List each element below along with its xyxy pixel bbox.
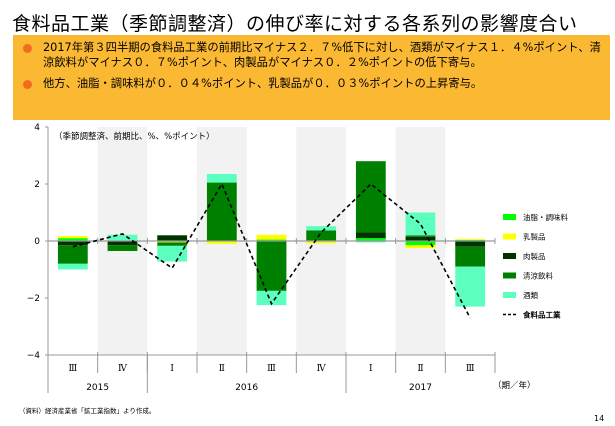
bar-segment [107,241,138,246]
legend-label: 食料品工業 [523,310,561,320]
bar-segment [455,266,486,307]
summary-bullet: 2017年第３四半期の食料品工業の前期比マイナス２．７%低下に対し、酒類がマイナ… [21,41,602,70]
bar-segment [256,241,287,291]
bar-segment [206,241,237,244]
bar-segment [256,234,287,240]
bullet-dot-icon [23,44,32,53]
x-axis-unit: （期／年） [493,380,536,391]
x-tick-label: Ⅲ [68,364,77,374]
summary-bullet-text: 2017年第３四半期の食料品工業の前期比マイナス２．７%低下に対し、酒類がマイナ… [43,41,601,69]
bar-segment [405,212,436,236]
bar-segment [206,174,237,183]
y-tick-label: −2 [27,294,40,304]
x-tick-label: Ⅰ [369,364,373,374]
bar-segment [405,245,436,249]
bar-segment [57,241,88,246]
bar-segment [57,263,88,270]
bar-segment [157,242,188,246]
legend-label: 乳製品 [523,232,546,242]
x-tick-label: Ⅲ [466,364,475,374]
bar-segment [107,245,138,251]
y-tick-label: 2 [34,180,40,190]
bar-segment [355,161,386,233]
y-tick-label: 4 [34,123,40,133]
bar-segment [57,238,88,241]
bullet-dot-icon [23,80,32,89]
x-tick-label: Ⅱ [417,364,423,374]
bar-segment [355,232,386,239]
legend-swatch [503,253,516,259]
x-tick-label: Ⅱ [219,364,225,374]
year-label: 2017 [409,383,432,393]
legend-swatch [503,233,516,240]
summary-bullet-text: 他方、油脂・調味料が０．０４%ポイント、乳製品が０．０３%ポイントの上昇寄与。 [43,77,483,90]
bar-segment [157,241,188,243]
legend-swatch [503,292,516,298]
bar-segment [157,235,188,241]
summary-box: 2017年第３四半期の食料品工業の前期比マイナス２．７%低下に対し、酒類がマイナ… [13,35,610,120]
bar-segment [405,236,436,241]
bar-segment [455,246,486,267]
year-label: 2015 [86,383,109,393]
bar-segment [306,241,337,244]
legend-swatch [503,214,516,220]
bar-segment [455,241,486,247]
bar-segment [306,226,337,231]
legend-label: 酒類 [523,290,538,300]
line-food-industry [72,182,471,319]
x-tick-label: Ⅰ [170,364,174,374]
bar-segment [157,245,188,262]
bar-segment [405,241,436,246]
unit-note: （季節調整済、前期比、%、%ポイント） [54,131,215,142]
bar-segment [455,239,486,240]
bar-segment [57,236,88,239]
legend-label: 清涼飲料 [523,271,553,281]
bar-segment [107,234,138,241]
x-tick-label: Ⅳ [317,364,327,374]
legend-label: 油脂・調味料 [523,212,568,222]
summary-bullet: 他方、油脂・調味料が０．０４%ポイント、乳製品が０．０３%ポイントの上昇寄与。 [21,77,602,92]
x-tick-label: Ⅳ [118,364,128,374]
y-tick-label: −4 [27,351,41,361]
bar-segment [355,238,386,241]
bar-segment [355,241,386,243]
legend-label: 肉製品 [523,251,546,261]
bar-segment [405,235,436,237]
bar-segment [206,182,237,241]
page-title: 食料品工業（季節調整済）の伸び率に対する各系列の影響度合い [12,13,578,35]
source-note: （資料）経済産業省「鉱工業指数」より作成。 [19,407,156,415]
year-label: 2016 [235,383,258,393]
legend-swatch [503,272,516,279]
bar-segment [306,230,337,241]
bar-segment [57,245,88,264]
x-tick-label: Ⅲ [267,364,276,374]
bar-segment [256,239,287,241]
y-tick-label: 0 [34,237,40,247]
bar-segment [256,290,287,306]
page-number: 14 [594,414,605,423]
